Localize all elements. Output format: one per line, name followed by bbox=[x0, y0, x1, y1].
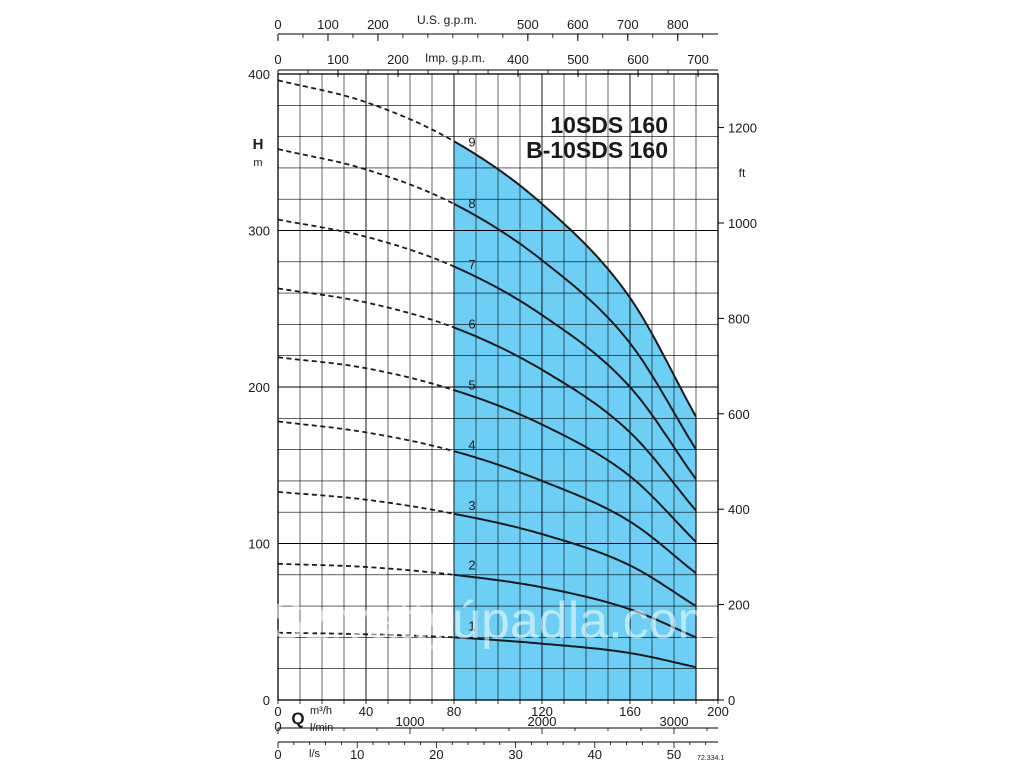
us-gpm-tick-label: 600 bbox=[567, 17, 589, 32]
ls-tick-label: 0 bbox=[274, 747, 281, 762]
us-gpm-tick-label: 700 bbox=[617, 17, 639, 32]
ls-tick-label: 20 bbox=[429, 747, 443, 762]
x-tick-label: 80 bbox=[447, 704, 461, 719]
us-gpm-tick-label: 500 bbox=[517, 17, 539, 32]
right-axis-tick-label: 1000 bbox=[728, 216, 757, 231]
lmin-tick-label-zero: 0 bbox=[274, 719, 281, 734]
curve-6-solid bbox=[453, 326, 697, 512]
x-unit-lmin: l/min bbox=[310, 722, 333, 734]
top-imp-axis-label: Imp. g.p.m. bbox=[425, 51, 485, 65]
x-tick-label: 0 bbox=[274, 704, 281, 719]
curve-5-solid bbox=[453, 389, 697, 543]
curve-9-solid bbox=[453, 140, 697, 418]
imp-gpm-tick-label: 500 bbox=[567, 52, 589, 67]
us-gpm-tick-label: 200 bbox=[367, 17, 389, 32]
us-gpm-tick-label: 100 bbox=[317, 17, 339, 32]
x-tick-label: 120 bbox=[531, 704, 553, 719]
curve-1-solid bbox=[453, 636, 697, 669]
right-axis-tick-label: 400 bbox=[728, 502, 750, 517]
curve-label-5: 5 bbox=[468, 377, 475, 392]
curve-5-dashed bbox=[277, 356, 455, 391]
curve-1-dashed bbox=[277, 631, 455, 639]
x-tick-label: 40 bbox=[359, 704, 373, 719]
x-tick-label: 200 bbox=[707, 704, 729, 719]
lmin-tick-label: 3000 bbox=[660, 714, 689, 729]
ls-tick-label: 10 bbox=[350, 747, 364, 762]
x-tick-label: 160 bbox=[619, 704, 641, 719]
watermark: Szivattyúpadla.com bbox=[270, 592, 721, 650]
right-axis-tick-label: 0 bbox=[728, 693, 735, 708]
curve-label-1: 1 bbox=[468, 619, 475, 634]
y-tick-label: 0 bbox=[263, 693, 270, 708]
curve-9-dashed bbox=[277, 79, 455, 143]
curve-4-solid bbox=[453, 450, 697, 574]
chart-title-line-1: 10SDS 160 bbox=[550, 112, 668, 138]
imp-gpm-tick-label: 0 bbox=[274, 52, 281, 67]
right-axis-label: ft bbox=[739, 166, 746, 180]
curve-layer: 1 2 3 4 5 6 7 8 9 bbox=[277, 79, 697, 700]
lmin-tick-label: 2000 bbox=[528, 714, 557, 729]
curve-7-dashed bbox=[277, 218, 455, 268]
top-us-axis-label: U.S. g.p.m. bbox=[417, 13, 477, 27]
x-unit-m3h: m³/h bbox=[310, 705, 332, 717]
curve-6-dashed bbox=[277, 287, 455, 329]
imp-gpm-tick-label: 400 bbox=[507, 52, 529, 67]
x-unit-ls: l/s bbox=[309, 748, 321, 760]
curve-8-solid bbox=[453, 203, 697, 451]
right-axis-tick-label: 1200 bbox=[728, 121, 757, 136]
y-tick-label: 300 bbox=[248, 224, 270, 239]
curve-label-8: 8 bbox=[468, 196, 475, 211]
imp-gpm-tick-label: 200 bbox=[387, 52, 409, 67]
curve-label-9: 9 bbox=[468, 135, 475, 150]
curve-2-dashed bbox=[277, 562, 455, 576]
imp-gpm-tick-label: 100 bbox=[327, 52, 349, 67]
us-gpm-tick-label: 0 bbox=[274, 17, 281, 32]
curve-label-3: 3 bbox=[468, 498, 475, 513]
figure-code: 72.334.1 bbox=[697, 755, 724, 762]
curve-label-4: 4 bbox=[468, 438, 475, 453]
curve-label-7: 7 bbox=[468, 257, 475, 272]
y-tick-label: 200 bbox=[248, 380, 270, 395]
y-axis-label: H bbox=[253, 136, 264, 153]
us-gpm-tick-label: 800 bbox=[667, 17, 689, 32]
y-axis-unit: m bbox=[253, 157, 262, 169]
operating-range-layer bbox=[454, 141, 696, 701]
x-axis-label: Q bbox=[291, 709, 304, 728]
chart-title-line-2: B-10SDS 160 bbox=[526, 137, 668, 163]
curve-3-dashed bbox=[277, 491, 455, 515]
curve-2-solid bbox=[453, 573, 697, 639]
operating-range-fill bbox=[454, 141, 696, 701]
y-tick-label: 100 bbox=[248, 537, 270, 552]
curve-label-6: 6 bbox=[468, 316, 475, 331]
imp-gpm-tick-label: 700 bbox=[687, 52, 709, 67]
y-tick-label: 400 bbox=[248, 67, 270, 82]
ls-tick-label: 50 bbox=[667, 747, 681, 762]
ls-tick-label: 30 bbox=[508, 747, 522, 762]
curve-label-2: 2 bbox=[468, 557, 475, 572]
imp-gpm-tick-label: 600 bbox=[627, 52, 649, 67]
lmin-tick-label: 1000 bbox=[396, 714, 425, 729]
right-axis-tick-label: 800 bbox=[728, 311, 750, 326]
curve-7-solid bbox=[453, 265, 697, 480]
ls-tick-label: 40 bbox=[588, 747, 602, 762]
right-axis-tick-label: 600 bbox=[728, 407, 750, 422]
right-axis-tick-label: 200 bbox=[728, 598, 750, 613]
curve-8-dashed bbox=[277, 148, 455, 205]
curve-4-dashed bbox=[277, 420, 455, 453]
curve-3-solid bbox=[453, 512, 697, 607]
